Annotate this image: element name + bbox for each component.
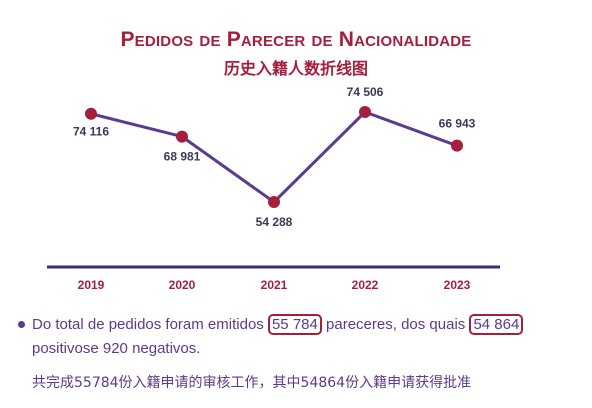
summary-text-a: Do total de pedidos foram emitidos <box>32 316 264 333</box>
data-label-2020: 68 981 <box>164 150 201 164</box>
x-tick-label-2020: 2020 <box>169 278 196 292</box>
summary-text-b: pareceres, dos quais <box>326 316 466 333</box>
chart-title: Pedidos de Parecer de Nacionalidade <box>120 28 472 51</box>
data-label-2022: 74 506 <box>347 85 384 99</box>
bullet-dot <box>18 321 25 328</box>
summary-bullet: Do total de pedidos foram emitidos 55 78… <box>18 313 588 361</box>
x-tick-label-2022: 2022 <box>352 278 379 292</box>
data-point-2022 <box>359 106 371 118</box>
data-label-2019: 74 116 <box>73 125 109 139</box>
x-tick-label-2021: 2021 <box>261 278 288 292</box>
chinese-summary: 共完成55784份入籍申请的审核工作，其中54864份入籍申请获得批准 <box>32 375 472 391</box>
data-label-2023: 66 943 <box>439 117 476 131</box>
data-point-2021 <box>268 196 280 208</box>
chart-subtitle: 历史入籍人数折线图 <box>223 59 368 78</box>
data-point-2020 <box>176 130 188 143</box>
data-point-2023 <box>451 139 463 152</box>
x-tick-label-2023: 2023 <box>444 278 471 292</box>
data-point-2019 <box>85 107 97 120</box>
data-label-2021: 54 288 <box>256 215 293 229</box>
summary-text-c: positivose 920 negativos. <box>32 340 201 357</box>
series-line <box>90 110 458 204</box>
highlight-total: 55 784 <box>267 314 322 335</box>
line-chart: 74 116 68 981 54 288 74 506 66 943 2019 2020 20… <box>47 85 500 292</box>
x-tick-label-2019: 2019 <box>78 278 105 292</box>
highlight-positive: 54 864 <box>469 314 524 335</box>
